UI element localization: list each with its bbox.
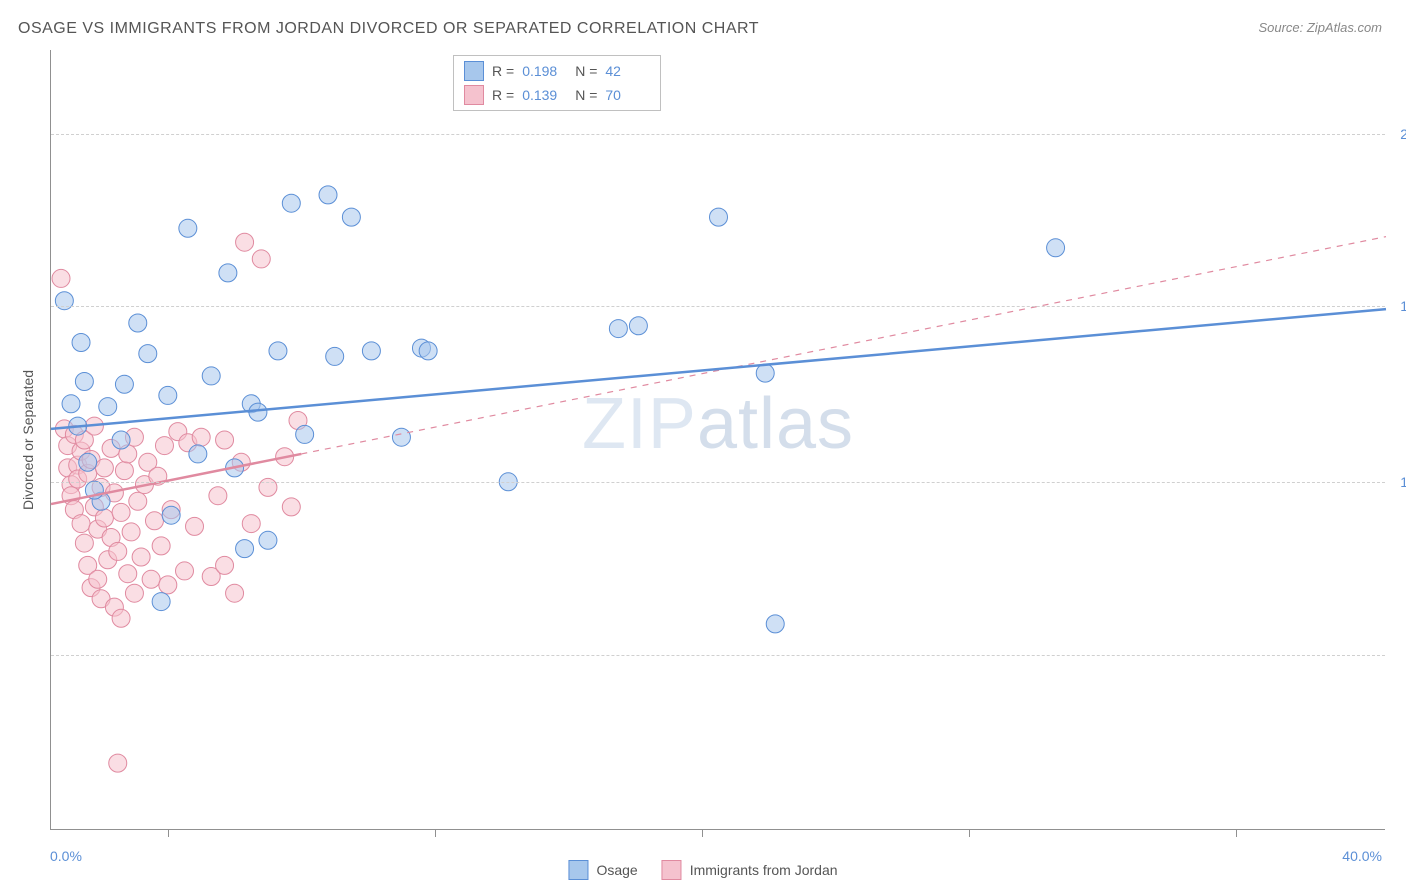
r-value: 0.139 bbox=[522, 87, 567, 103]
legend-item-osage: Osage bbox=[568, 860, 637, 880]
legend-item-jordan: Immigrants from Jordan bbox=[662, 860, 838, 880]
swatch-blue-icon bbox=[568, 860, 588, 880]
legend-label: Immigrants from Jordan bbox=[690, 862, 838, 878]
x-tick bbox=[702, 829, 703, 837]
x-tick bbox=[1236, 829, 1237, 837]
r-label: R = bbox=[492, 63, 514, 79]
n-value: 70 bbox=[605, 87, 650, 103]
x-tick bbox=[435, 829, 436, 837]
swatch-blue-icon bbox=[464, 61, 484, 81]
source-attribution: Source: ZipAtlas.com bbox=[1258, 20, 1382, 35]
legend-label: Osage bbox=[596, 862, 637, 878]
y-tick-label: 18.8% bbox=[1400, 298, 1406, 314]
stats-row-jordan: R = 0.139 N = 70 bbox=[464, 83, 650, 107]
chart-svg bbox=[51, 50, 1385, 829]
chart-title: OSAGE VS IMMIGRANTS FROM JORDAN DIVORCED… bbox=[18, 20, 759, 38]
chart-container: OSAGE VS IMMIGRANTS FROM JORDAN DIVORCED… bbox=[0, 0, 1406, 892]
n-value: 42 bbox=[605, 63, 650, 79]
gridline bbox=[51, 482, 1385, 483]
stats-legend: R = 0.198 N = 42 R = 0.139 N = 70 bbox=[453, 55, 661, 111]
y-tick-label: 25.0% bbox=[1400, 126, 1406, 142]
n-label: N = bbox=[575, 87, 597, 103]
x-axis-max-label: 40.0% bbox=[1342, 848, 1382, 864]
swatch-pink-icon bbox=[662, 860, 682, 880]
x-tick bbox=[969, 829, 970, 837]
y-axis-label: Divorced or Separated bbox=[20, 370, 36, 510]
bottom-legend: Osage Immigrants from Jordan bbox=[568, 860, 837, 880]
r-label: R = bbox=[492, 87, 514, 103]
n-label: N = bbox=[575, 63, 597, 79]
gridline bbox=[51, 134, 1385, 135]
r-value: 0.198 bbox=[522, 63, 567, 79]
y-tick-label: 12.5% bbox=[1400, 474, 1406, 490]
gridline bbox=[51, 655, 1385, 656]
x-axis-min-label: 0.0% bbox=[50, 848, 82, 864]
x-tick bbox=[168, 829, 169, 837]
plot-area: ZIPatlas 6.3%12.5%18.8%25.0% bbox=[50, 50, 1385, 830]
swatch-pink-icon bbox=[464, 85, 484, 105]
gridline bbox=[51, 306, 1385, 307]
stats-row-osage: R = 0.198 N = 42 bbox=[464, 59, 650, 83]
